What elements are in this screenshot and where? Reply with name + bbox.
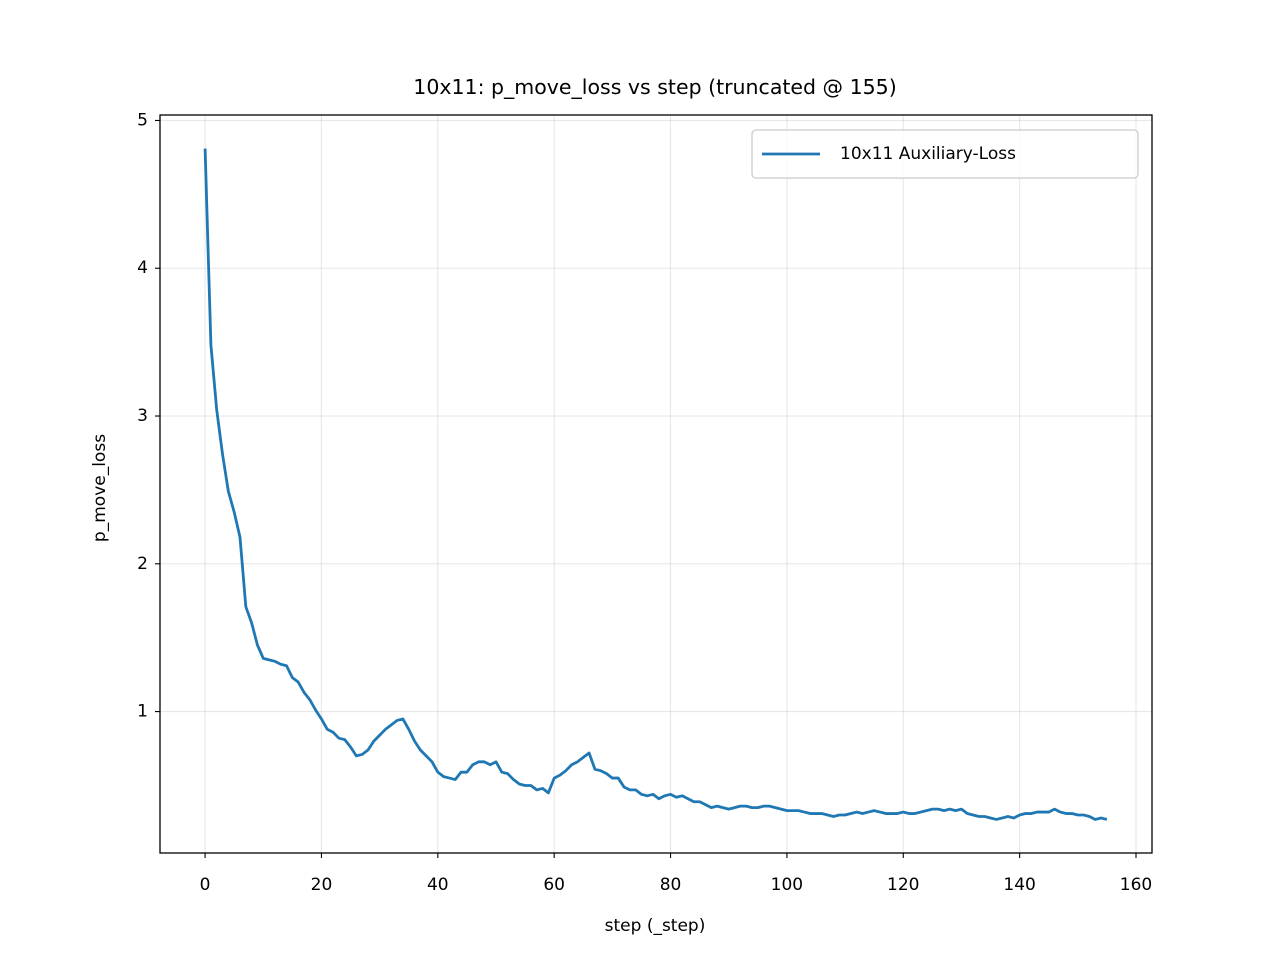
x-tick-label: 100 [771,875,803,895]
y-axis-label: p_move_loss [90,434,110,542]
x-tick-label: 40 [427,875,449,895]
data-line [203,148,1108,821]
axes-frame [159,114,1153,854]
y-tick-label: 4 [137,258,148,278]
x-tick-label: 120 [887,875,919,895]
x-tick-label: 140 [1003,875,1035,895]
x-axis-label: step (_step) [605,916,706,936]
y-tick-label: 2 [137,554,148,574]
legend-label: 10x11 Auxiliary-Loss [840,144,1016,164]
x-tick-label: 0 [200,875,211,895]
x-tick-label: 160 [1120,875,1152,895]
x-tick-label: 80 [660,875,682,895]
legend-box [751,129,1139,179]
y-tick-label: 1 [137,702,148,722]
x-tick-label: 20 [311,875,333,895]
chart-title: 10x11: p_move_loss vs step (truncated @ … [413,75,896,100]
y-tick-label: 5 [137,110,148,130]
y-tick-label: 3 [137,406,148,426]
x-tick-label: 60 [543,875,565,895]
